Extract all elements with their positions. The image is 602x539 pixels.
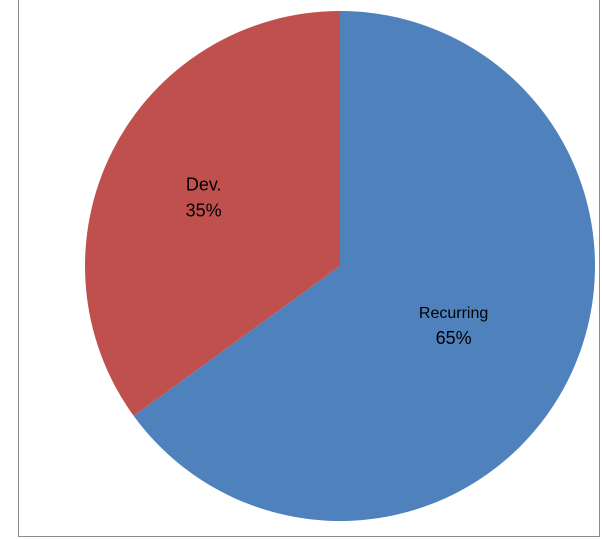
pie-slice-recurring <box>133 11 595 521</box>
slice-category-label: Recurring <box>419 305 488 322</box>
pie-slices <box>84 11 595 521</box>
pie-labels: Recurring 65% Dev. 35% <box>186 175 489 348</box>
slice-percent-label: 35% <box>186 201 222 221</box>
slice-category-label: Dev. <box>186 175 222 195</box>
slice-percent-label: 65% <box>436 328 472 348</box>
pie-slice-dev <box>84 11 340 416</box>
